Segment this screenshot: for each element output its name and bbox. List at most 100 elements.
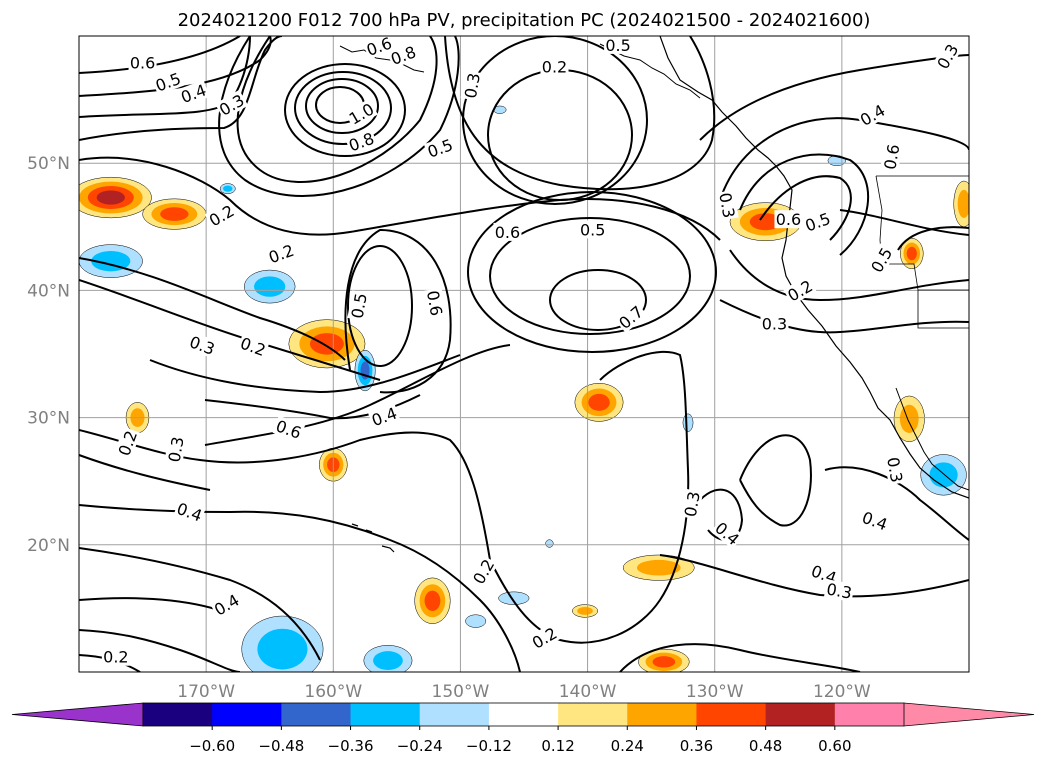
precip-patch bbox=[79, 176, 152, 219]
contour-label-text: 0.3 bbox=[825, 580, 853, 603]
contour-label-bg bbox=[604, 36, 633, 54]
colorbar-outline bbox=[142, 702, 905, 727]
contour-label-text: 0.6 bbox=[776, 210, 801, 229]
baja-coastline bbox=[895, 387, 969, 491]
contour-label-bg bbox=[710, 517, 744, 550]
contour-label: 0.2 bbox=[540, 57, 569, 77]
pv-contour bbox=[462, 36, 648, 205]
precip-level bbox=[96, 190, 125, 205]
pv-contour bbox=[79, 429, 491, 561]
pv-contour bbox=[659, 554, 969, 598]
contour-label-text: 0.5 bbox=[348, 292, 371, 320]
contour-label: 0.4 bbox=[855, 100, 889, 130]
contour-label-bg bbox=[272, 415, 306, 443]
pv-contour bbox=[305, 78, 379, 134]
colorbar: −0.60 −0.48 −0.36 −0.24 −0.12 0.12 0.24 0.36 0.4… bbox=[11, 702, 1035, 755]
contour-label-bg bbox=[858, 507, 892, 534]
precip-patch bbox=[638, 648, 690, 672]
pv-contour bbox=[347, 245, 413, 367]
graticule bbox=[79, 36, 969, 672]
colorbar-swatch bbox=[627, 703, 697, 726]
contour-label-bg bbox=[680, 488, 704, 520]
pv-contour bbox=[897, 226, 969, 251]
precip-level bbox=[309, 333, 344, 355]
precip-patch bbox=[414, 577, 451, 624]
contour-label-bg bbox=[367, 403, 401, 430]
precip-patch bbox=[142, 198, 207, 230]
precip-patch bbox=[363, 645, 413, 672]
precip-level bbox=[498, 591, 530, 605]
precip-level bbox=[577, 607, 593, 615]
contour-label: 0.8 bbox=[345, 128, 378, 155]
contour-label-bg bbox=[214, 89, 249, 120]
lat-tick-label: 50°N bbox=[27, 154, 70, 174]
lon-tick-label: 170°W bbox=[177, 682, 235, 702]
pv-contour bbox=[729, 249, 969, 302]
contour-label: 0.3 bbox=[883, 454, 907, 486]
contour-label-text: 0.6 bbox=[364, 33, 394, 60]
colorbar-extend-high bbox=[903, 702, 1035, 727]
precip-level bbox=[588, 393, 610, 411]
contour-label-bg bbox=[236, 333, 270, 360]
precip-patch bbox=[574, 383, 624, 422]
contour-label-bg bbox=[204, 200, 239, 231]
pv-contour bbox=[218, 36, 460, 197]
colorbar-tick-label: 0.48 bbox=[749, 737, 782, 755]
precip-patch bbox=[545, 539, 554, 548]
contour-label-bg bbox=[760, 314, 789, 333]
precip-level bbox=[749, 213, 782, 231]
pv-contour bbox=[444, 36, 716, 191]
colorbar-swatch bbox=[212, 703, 282, 726]
pv-contour bbox=[824, 466, 969, 541]
contour-label-text: 0.6 bbox=[130, 54, 155, 73]
contour-label: 0.6 bbox=[774, 210, 803, 229]
precip-level bbox=[160, 207, 189, 221]
colorbar-tick-label: −0.48 bbox=[258, 737, 304, 755]
pv-contour bbox=[739, 434, 812, 527]
colorbar-swatch bbox=[834, 703, 905, 726]
colorbar-swatch bbox=[488, 703, 559, 726]
pv-contour bbox=[719, 117, 969, 201]
pv-contour bbox=[699, 488, 744, 542]
contour-label-bg bbox=[386, 41, 420, 69]
contour-label-bg bbox=[614, 301, 648, 334]
colorbar-tick-label: 0.60 bbox=[818, 737, 851, 755]
chart-title: 2024021200 F012 700 hPa PV, precipitatio… bbox=[178, 10, 871, 31]
contour-label-bg bbox=[362, 36, 396, 60]
precipitation-shading bbox=[79, 105, 969, 672]
pv-contour bbox=[759, 175, 852, 241]
lon-tick-label: 130°W bbox=[686, 682, 744, 702]
contour-label-bg bbox=[883, 454, 907, 486]
pv-contour bbox=[619, 643, 861, 672]
contour-label: 0.5 bbox=[578, 220, 607, 239]
colorbar-swatch bbox=[350, 703, 421, 726]
contour-label-text: 0.5 bbox=[605, 36, 630, 55]
contour-label: 0.5 bbox=[423, 134, 457, 162]
colorbar-tick-label: −0.36 bbox=[328, 737, 374, 755]
pv-contour bbox=[79, 597, 226, 613]
contour-label-bg bbox=[866, 243, 897, 277]
contour-label: 0.3 bbox=[680, 488, 704, 520]
pv-contour bbox=[739, 153, 870, 256]
map-area: 0.60.50.4 0.30.60.81.00.8 0.50.30.20.5 0.30… bbox=[79, 33, 969, 672]
contour-label-bg bbox=[423, 134, 457, 162]
precip-level bbox=[899, 404, 919, 433]
contour-label-bg bbox=[774, 210, 803, 229]
precip-level bbox=[545, 539, 554, 548]
colorbar-extend-low bbox=[11, 702, 144, 727]
pv-contour bbox=[149, 354, 461, 394]
pv-contour bbox=[79, 36, 241, 74]
contour-label-text: 0.6 bbox=[423, 289, 446, 317]
contour-label-bg bbox=[101, 647, 130, 666]
contour-label-bg bbox=[493, 222, 522, 241]
contour-label: 0.3 bbox=[760, 314, 789, 333]
precip-patch bbox=[729, 202, 802, 242]
contour-label-bg bbox=[527, 622, 561, 653]
colorbar-swatch bbox=[765, 703, 836, 726]
pv-contour bbox=[79, 36, 283, 141]
precip-patch bbox=[893, 395, 925, 443]
contour-label-bg bbox=[128, 53, 157, 72]
pv-contour bbox=[344, 228, 452, 394]
precip-level bbox=[223, 185, 233, 192]
